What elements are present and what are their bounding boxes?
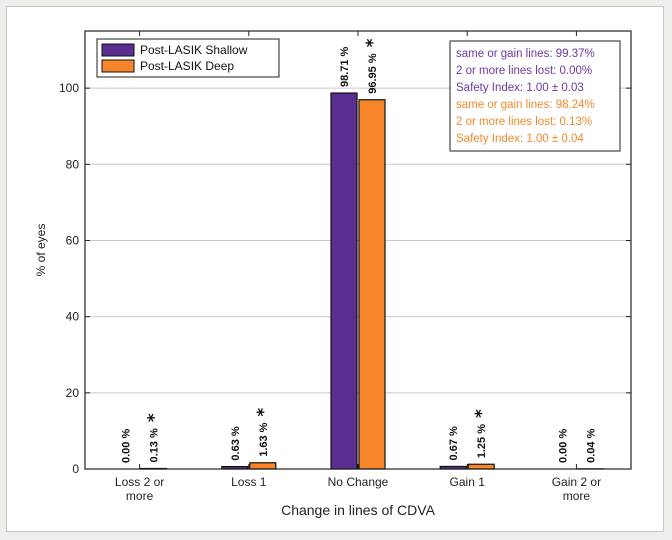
x-category-label: more (126, 489, 154, 503)
y-tick-label: 0 (72, 462, 79, 476)
bar-deep (358, 99, 386, 470)
significance-asterisk: * (363, 38, 383, 47)
y-axis-title: % of eyes (34, 224, 48, 277)
data-label: 0.13 % (149, 428, 161, 462)
x-category-label: Loss 1 (231, 475, 267, 489)
legend-swatch (101, 43, 135, 57)
data-label: 98.71 % (339, 46, 351, 87)
x-category-label: Gain 1 (450, 475, 486, 489)
data-label: 0.00 % (121, 429, 133, 463)
bar-shallow (330, 92, 358, 470)
y-tick-label: 100 (59, 81, 79, 95)
x-category-label: No Change (328, 475, 389, 489)
data-label: 1.25 % (476, 424, 488, 458)
bar-deep (467, 463, 495, 470)
y-tick-label: 60 (66, 233, 80, 247)
data-label: 0.00 % (557, 429, 569, 463)
y-tick-label: 80 (66, 157, 80, 171)
stats-line: 2 or more lines lost: 0.00% (456, 65, 592, 77)
x-axis-title: Change in lines of CDVA (281, 502, 435, 518)
stats-line: Safety Index: 1.00 ± 0.03 (456, 82, 584, 94)
x-category-label: more (563, 489, 591, 503)
figure-frame: 0 20 40 60 80 100 Loss 2 or more 0.00 % 0.13 % * Lo… (6, 6, 664, 532)
stats-line: same or gain lines: 99.37% (456, 48, 595, 60)
stats-line: 2 or more lines lost: 0.13% (456, 116, 592, 128)
significance-asterisk: * (254, 408, 274, 417)
legend-label: Post-LASIK Shallow (140, 43, 248, 57)
legend-label: Post-LASIK Deep (140, 59, 234, 73)
data-label: 0.63 % (230, 426, 242, 460)
stats-box (449, 40, 621, 152)
stats-line: same or gain lines: 98.24% (456, 99, 595, 111)
data-label: 0.04 % (585, 428, 597, 462)
x-category-label: Loss 2 or (115, 475, 164, 489)
data-label: 1.63 % (258, 422, 270, 456)
data-label: 96.95 % (367, 53, 379, 94)
plot-frame (84, 30, 632, 470)
legend-swatch (101, 59, 135, 73)
x-category-label: Gain 2 or (552, 475, 601, 489)
significance-asterisk: * (472, 409, 492, 418)
stats-line: Safety Index: 1.00 ± 0.04 (456, 133, 584, 145)
significance-asterisk: * (145, 413, 165, 422)
y-tick-label: 40 (66, 310, 80, 324)
bar-deep (249, 462, 277, 470)
data-label: 0.67 % (448, 426, 460, 460)
y-tick-label: 20 (66, 386, 80, 400)
